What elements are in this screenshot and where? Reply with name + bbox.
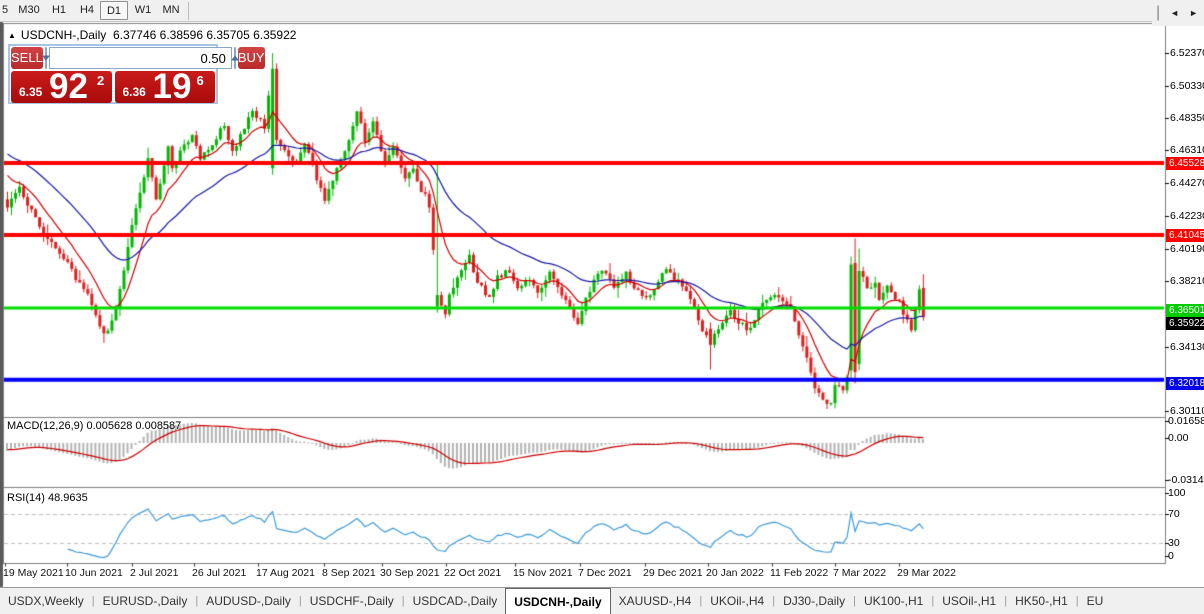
date-tick-label: 17 Aug 2021 xyxy=(256,567,315,579)
buy-price-handle: 6.36 xyxy=(122,85,146,99)
rsi-tick-label: 30 xyxy=(1168,537,1180,549)
date-tick-label: 22 Oct 2021 xyxy=(444,567,502,579)
sell-price-panel[interactable]: 6.35 92 2 xyxy=(11,67,112,106)
symbol-tab-bar: USDX,Weekly | EURUSD-,Daily | AUDUSD-,Daily |… xyxy=(0,587,1204,614)
rsi-tick-label: 70 xyxy=(1168,508,1180,520)
sell-button[interactable]: SELL xyxy=(11,47,43,69)
timeframe-h1-button[interactable]: H1 xyxy=(51,4,67,16)
tab-separator: | xyxy=(699,595,703,607)
tab-separator: | xyxy=(1075,595,1079,607)
chart-ohlc-values: 6.37746 6.38596 6.35705 6.35922 xyxy=(112,28,297,42)
macd-indicator-label: MACD(12,26,9) 0.005628 0.008587 xyxy=(7,420,182,432)
price-level-tag: 6.36501 xyxy=(1166,304,1204,317)
price-level-tag: 6.41045 xyxy=(1166,229,1204,242)
price-tick-label: 6.52370 xyxy=(1170,47,1204,59)
date-tick-label: 20 Jan 2022 xyxy=(706,567,764,579)
volume-input[interactable] xyxy=(48,47,232,69)
tab-separator: | xyxy=(931,595,935,607)
buy-price-fraction: 6 xyxy=(196,73,204,88)
macd-tick-label: 0.00 xyxy=(1168,432,1189,444)
chart-symbol-period: USDCNH-,Daily xyxy=(20,28,107,42)
price-tick-label: 6.42230 xyxy=(1170,210,1204,222)
price-tick-label: 6.48350 xyxy=(1170,112,1204,124)
date-tick-label: 7 Dec 2021 xyxy=(578,567,632,579)
tab-usdx-weekly[interactable]: USDX,Weekly xyxy=(8,594,84,608)
date-tick-label: 29 Mar 2022 xyxy=(897,567,956,579)
date-tick-label: 26 Jul 2021 xyxy=(192,567,247,579)
triangle-up-icon xyxy=(230,55,239,61)
price-tick-label: 6.30110 xyxy=(1170,405,1204,417)
sell-price-handle: 6.35 xyxy=(19,85,43,99)
price-level-tag: 6.45528 xyxy=(1166,157,1204,170)
date-tick-label: 11 Feb 2022 xyxy=(770,567,829,579)
tab-dj30-daily[interactable]: DJ30-,Daily xyxy=(783,594,846,608)
scroll-left-icon[interactable]: ◄ xyxy=(1170,8,1180,18)
tab-usdcad-daily[interactable]: USDCAD-,Daily xyxy=(412,594,498,608)
price-tick-label: 6.50330 xyxy=(1170,80,1204,92)
price-tick-label: 6.34130 xyxy=(1170,341,1204,353)
price-tick-label: 6.44270 xyxy=(1170,177,1204,189)
buy-price-panel[interactable]: 6.36 19 6 xyxy=(114,67,215,106)
tab-audusd-daily[interactable]: AUDUSD-,Daily xyxy=(206,594,291,608)
tab-xauusd-h4[interactable]: XAUUSD-,H4 xyxy=(618,594,692,608)
price-tick-label: 6.46310 xyxy=(1170,144,1204,156)
rsi-indicator-label: RSI(14) 48.9635 xyxy=(7,492,88,504)
volume-decrease-button[interactable] xyxy=(41,47,50,69)
macd-tick-label: 0.016586 xyxy=(1168,415,1204,427)
scroll-right-icon[interactable]: ► xyxy=(1189,8,1198,18)
tab-eurusd-daily[interactable]: EURUSD-,Daily xyxy=(102,594,188,608)
date-tick-label: 19 May 2021 xyxy=(3,567,64,579)
timeframe-mn-button[interactable]: MN xyxy=(162,4,180,16)
price-tick-label: 6.40190 xyxy=(1170,243,1204,255)
rsi-tick-label: 100 xyxy=(1168,487,1186,499)
date-tick-label: 30 Sep 2021 xyxy=(380,567,440,579)
tab-usdcnh-daily[interactable]: USDCNH-,Daily xyxy=(505,588,611,614)
price-level-tag: 6.32018 xyxy=(1166,377,1204,390)
tab-separator: | xyxy=(195,595,199,607)
tab-separator: | xyxy=(298,595,302,607)
chart-title: ▲ USDCNH-,Daily 6.37746 6.38596 6.35705 6… xyxy=(8,28,296,42)
rsi-tick-label: 0 xyxy=(1168,550,1174,562)
date-tick-label: 10 Jun 2021 xyxy=(65,567,123,579)
timeframe-m30-button[interactable]: M30 xyxy=(18,4,40,16)
tab-usoil-h1[interactable]: USOil-,H1 xyxy=(942,594,997,608)
tab-scroll-controls: | ◄ ► xyxy=(1152,0,1204,26)
date-tick-label: 2 Jul 2021 xyxy=(130,567,179,579)
tab-separator: | xyxy=(401,595,405,607)
tab-separator: | xyxy=(853,595,856,607)
buy-button[interactable]: BUY xyxy=(237,47,265,69)
toolbar-divider xyxy=(188,2,189,20)
timeframe-h4-button[interactable]: H4 xyxy=(79,4,95,16)
timeframe-w1-button[interactable]: W1 xyxy=(134,4,152,16)
timeframe-d1-button[interactable]: D1 xyxy=(100,1,128,20)
macd-tick-label: -0.03142 xyxy=(1168,474,1204,486)
triangle-down-icon xyxy=(41,55,50,61)
sell-price-fraction: 2 xyxy=(97,73,105,88)
tab-separator: | xyxy=(1004,595,1008,607)
buy-price-pips: 19 xyxy=(152,67,192,106)
tab-scroll-divider: | xyxy=(1156,4,1161,21)
timeframe-toolbar: 5 M30 H1 H4 D1 W1 MN xyxy=(0,0,1204,22)
collapse-arrow-icon[interactable]: ▲ xyxy=(8,31,16,40)
tab-separator: | xyxy=(772,595,776,607)
date-tick-label: 29 Dec 2021 xyxy=(643,567,703,579)
date-tick-label: 8 Sep 2021 xyxy=(322,567,376,579)
one-click-trading-widget: SELL BUY 6.35 92 2 6.36 19 6 xyxy=(8,44,265,106)
date-tick-label: 15 Nov 2021 xyxy=(513,567,573,579)
tab-eu[interactable]: EU xyxy=(1086,594,1104,608)
tab-separator: | xyxy=(91,595,95,607)
tab-ukoil-h4[interactable]: UKOil-,H4 xyxy=(710,594,765,608)
price-level-tag: 6.35922 xyxy=(1166,317,1204,330)
sell-price-pips: 92 xyxy=(49,67,88,106)
date-tick-label: 7 Mar 2022 xyxy=(833,567,887,579)
tab-hk50-h1[interactable]: HK50-,H1 xyxy=(1015,594,1068,608)
tab-usdchf-daily[interactable]: USDCHF-,Daily xyxy=(309,594,394,608)
tab-uk100-h1[interactable]: UK100-,H1 xyxy=(863,594,924,608)
timeframe-5-button[interactable]: 5 xyxy=(1,4,9,16)
price-tick-label: 6.38210 xyxy=(1170,275,1204,287)
volume-increase-button[interactable] xyxy=(230,47,239,69)
